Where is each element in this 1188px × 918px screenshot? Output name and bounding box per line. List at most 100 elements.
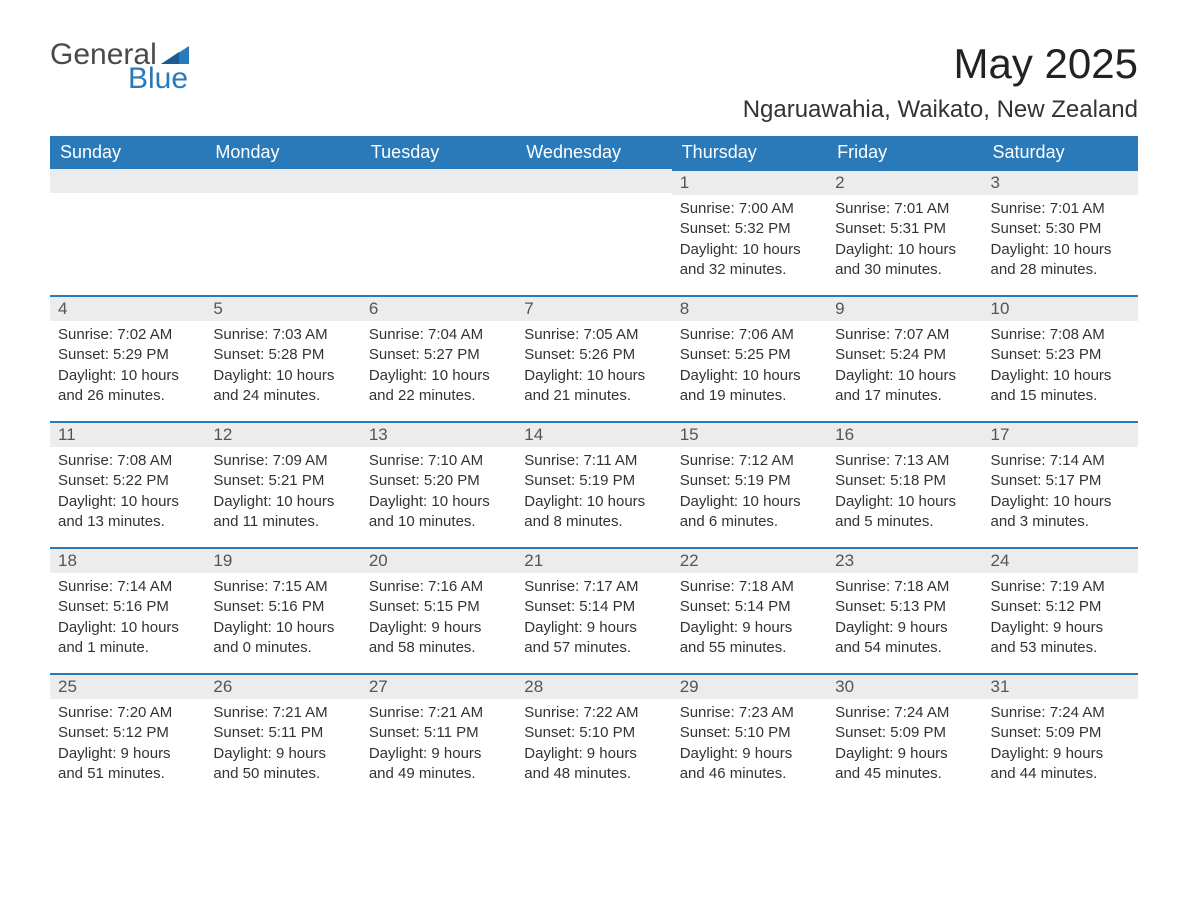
sunrise-text: Sunrise: 7:02 AM <box>58 325 197 345</box>
sunrise-text: Sunrise: 7:15 AM <box>213 577 352 597</box>
day-number: 15 <box>672 421 827 447</box>
daylight-line1: Daylight: 10 hours <box>58 492 197 512</box>
day-cell: 3Sunrise: 7:01 AMSunset: 5:30 PMDaylight… <box>983 169 1138 295</box>
daylight-line2: and 26 minutes. <box>58 386 197 406</box>
day-header: Thursday <box>672 136 827 169</box>
day-cell: 15Sunrise: 7:12 AMSunset: 5:19 PMDayligh… <box>672 421 827 547</box>
daylight-line2: and 24 minutes. <box>213 386 352 406</box>
daylight-line1: Daylight: 9 hours <box>835 618 974 638</box>
sunrise-text: Sunrise: 7:10 AM <box>369 451 508 471</box>
day-header: Sunday <box>50 136 205 169</box>
day-body: Sunrise: 7:11 AMSunset: 5:19 PMDaylight:… <box>516 447 671 542</box>
day-body: Sunrise: 7:16 AMSunset: 5:15 PMDaylight:… <box>361 573 516 668</box>
week-row: 11Sunrise: 7:08 AMSunset: 5:22 PMDayligh… <box>50 421 1138 547</box>
daylight-line1: Daylight: 10 hours <box>524 366 663 386</box>
day-body: Sunrise: 7:14 AMSunset: 5:17 PMDaylight:… <box>983 447 1138 542</box>
sunrise-text: Sunrise: 7:12 AM <box>680 451 819 471</box>
sunset-text: Sunset: 5:14 PM <box>524 597 663 617</box>
week-row: 25Sunrise: 7:20 AMSunset: 5:12 PMDayligh… <box>50 673 1138 799</box>
daylight-line1: Daylight: 9 hours <box>58 744 197 764</box>
day-header: Friday <box>827 136 982 169</box>
daylight-line2: and 8 minutes. <box>524 512 663 532</box>
day-number: 28 <box>516 673 671 699</box>
day-body: Sunrise: 7:10 AMSunset: 5:20 PMDaylight:… <box>361 447 516 542</box>
day-body: Sunrise: 7:04 AMSunset: 5:27 PMDaylight:… <box>361 321 516 416</box>
daylight-line2: and 48 minutes. <box>524 764 663 784</box>
sunrise-text: Sunrise: 7:24 AM <box>991 703 1130 723</box>
day-number: 29 <box>672 673 827 699</box>
day-number: 27 <box>361 673 516 699</box>
day-number: 6 <box>361 295 516 321</box>
sunrise-text: Sunrise: 7:22 AM <box>524 703 663 723</box>
day-number: 20 <box>361 547 516 573</box>
day-body: Sunrise: 7:01 AMSunset: 5:31 PMDaylight:… <box>827 195 982 290</box>
sunrise-text: Sunrise: 7:13 AM <box>835 451 974 471</box>
day-cell: 2Sunrise: 7:01 AMSunset: 5:31 PMDaylight… <box>827 169 982 295</box>
day-cell: 14Sunrise: 7:11 AMSunset: 5:19 PMDayligh… <box>516 421 671 547</box>
sunrise-text: Sunrise: 7:08 AM <box>58 451 197 471</box>
empty-day <box>50 169 205 193</box>
daylight-line2: and 13 minutes. <box>58 512 197 532</box>
daylight-line2: and 32 minutes. <box>680 260 819 280</box>
day-header: Saturday <box>983 136 1138 169</box>
day-cell: 28Sunrise: 7:22 AMSunset: 5:10 PMDayligh… <box>516 673 671 799</box>
day-body: Sunrise: 7:14 AMSunset: 5:16 PMDaylight:… <box>50 573 205 668</box>
day-body: Sunrise: 7:23 AMSunset: 5:10 PMDaylight:… <box>672 699 827 794</box>
sunset-text: Sunset: 5:11 PM <box>213 723 352 743</box>
day-body: Sunrise: 7:21 AMSunset: 5:11 PMDaylight:… <box>205 699 360 794</box>
logo-text-blue: Blue <box>128 64 189 94</box>
daylight-line2: and 46 minutes. <box>680 764 819 784</box>
day-body: Sunrise: 7:12 AMSunset: 5:19 PMDaylight:… <box>672 447 827 542</box>
daylight-line2: and 11 minutes. <box>213 512 352 532</box>
daylight-line1: Daylight: 9 hours <box>991 618 1130 638</box>
day-cell: 12Sunrise: 7:09 AMSunset: 5:21 PMDayligh… <box>205 421 360 547</box>
sunrise-text: Sunrise: 7:03 AM <box>213 325 352 345</box>
sunset-text: Sunset: 5:26 PM <box>524 345 663 365</box>
day-body: Sunrise: 7:02 AMSunset: 5:29 PMDaylight:… <box>50 321 205 416</box>
sunset-text: Sunset: 5:25 PM <box>680 345 819 365</box>
day-header-row: Sunday Monday Tuesday Wednesday Thursday… <box>50 136 1138 169</box>
sunset-text: Sunset: 5:09 PM <box>991 723 1130 743</box>
sunrise-text: Sunrise: 7:18 AM <box>835 577 974 597</box>
day-body: Sunrise: 7:24 AMSunset: 5:09 PMDaylight:… <box>983 699 1138 794</box>
daylight-line1: Daylight: 10 hours <box>991 366 1130 386</box>
sunset-text: Sunset: 5:10 PM <box>524 723 663 743</box>
daylight-line1: Daylight: 10 hours <box>58 618 197 638</box>
day-number: 1 <box>672 169 827 195</box>
day-number: 9 <box>827 295 982 321</box>
daylight-line1: Daylight: 10 hours <box>835 492 974 512</box>
day-number: 31 <box>983 673 1138 699</box>
daylight-line1: Daylight: 10 hours <box>680 240 819 260</box>
daylight-line1: Daylight: 9 hours <box>835 744 974 764</box>
day-number: 7 <box>516 295 671 321</box>
day-body: Sunrise: 7:03 AMSunset: 5:28 PMDaylight:… <box>205 321 360 416</box>
sunset-text: Sunset: 5:29 PM <box>58 345 197 365</box>
day-number: 14 <box>516 421 671 447</box>
sunrise-text: Sunrise: 7:05 AM <box>524 325 663 345</box>
sunrise-text: Sunrise: 7:23 AM <box>680 703 819 723</box>
day-cell: 20Sunrise: 7:16 AMSunset: 5:15 PMDayligh… <box>361 547 516 673</box>
daylight-line2: and 54 minutes. <box>835 638 974 658</box>
daylight-line1: Daylight: 9 hours <box>369 618 508 638</box>
sunrise-text: Sunrise: 7:01 AM <box>991 199 1130 219</box>
sunset-text: Sunset: 5:12 PM <box>58 723 197 743</box>
day-number: 30 <box>827 673 982 699</box>
day-number: 10 <box>983 295 1138 321</box>
sunset-text: Sunset: 5:16 PM <box>213 597 352 617</box>
day-cell: 18Sunrise: 7:14 AMSunset: 5:16 PMDayligh… <box>50 547 205 673</box>
day-body: Sunrise: 7:24 AMSunset: 5:09 PMDaylight:… <box>827 699 982 794</box>
daylight-line1: Daylight: 10 hours <box>991 240 1130 260</box>
daylight-line2: and 44 minutes. <box>991 764 1130 784</box>
sunrise-text: Sunrise: 7:19 AM <box>991 577 1130 597</box>
week-row: 4Sunrise: 7:02 AMSunset: 5:29 PMDaylight… <box>50 295 1138 421</box>
daylight-line2: and 45 minutes. <box>835 764 974 784</box>
day-body: Sunrise: 7:21 AMSunset: 5:11 PMDaylight:… <box>361 699 516 794</box>
day-number: 5 <box>205 295 360 321</box>
sunrise-text: Sunrise: 7:06 AM <box>680 325 819 345</box>
sunrise-text: Sunrise: 7:17 AM <box>524 577 663 597</box>
daylight-line1: Daylight: 10 hours <box>58 366 197 386</box>
day-body: Sunrise: 7:13 AMSunset: 5:18 PMDaylight:… <box>827 447 982 542</box>
daylight-line2: and 1 minute. <box>58 638 197 658</box>
daylight-line2: and 19 minutes. <box>680 386 819 406</box>
day-number: 12 <box>205 421 360 447</box>
